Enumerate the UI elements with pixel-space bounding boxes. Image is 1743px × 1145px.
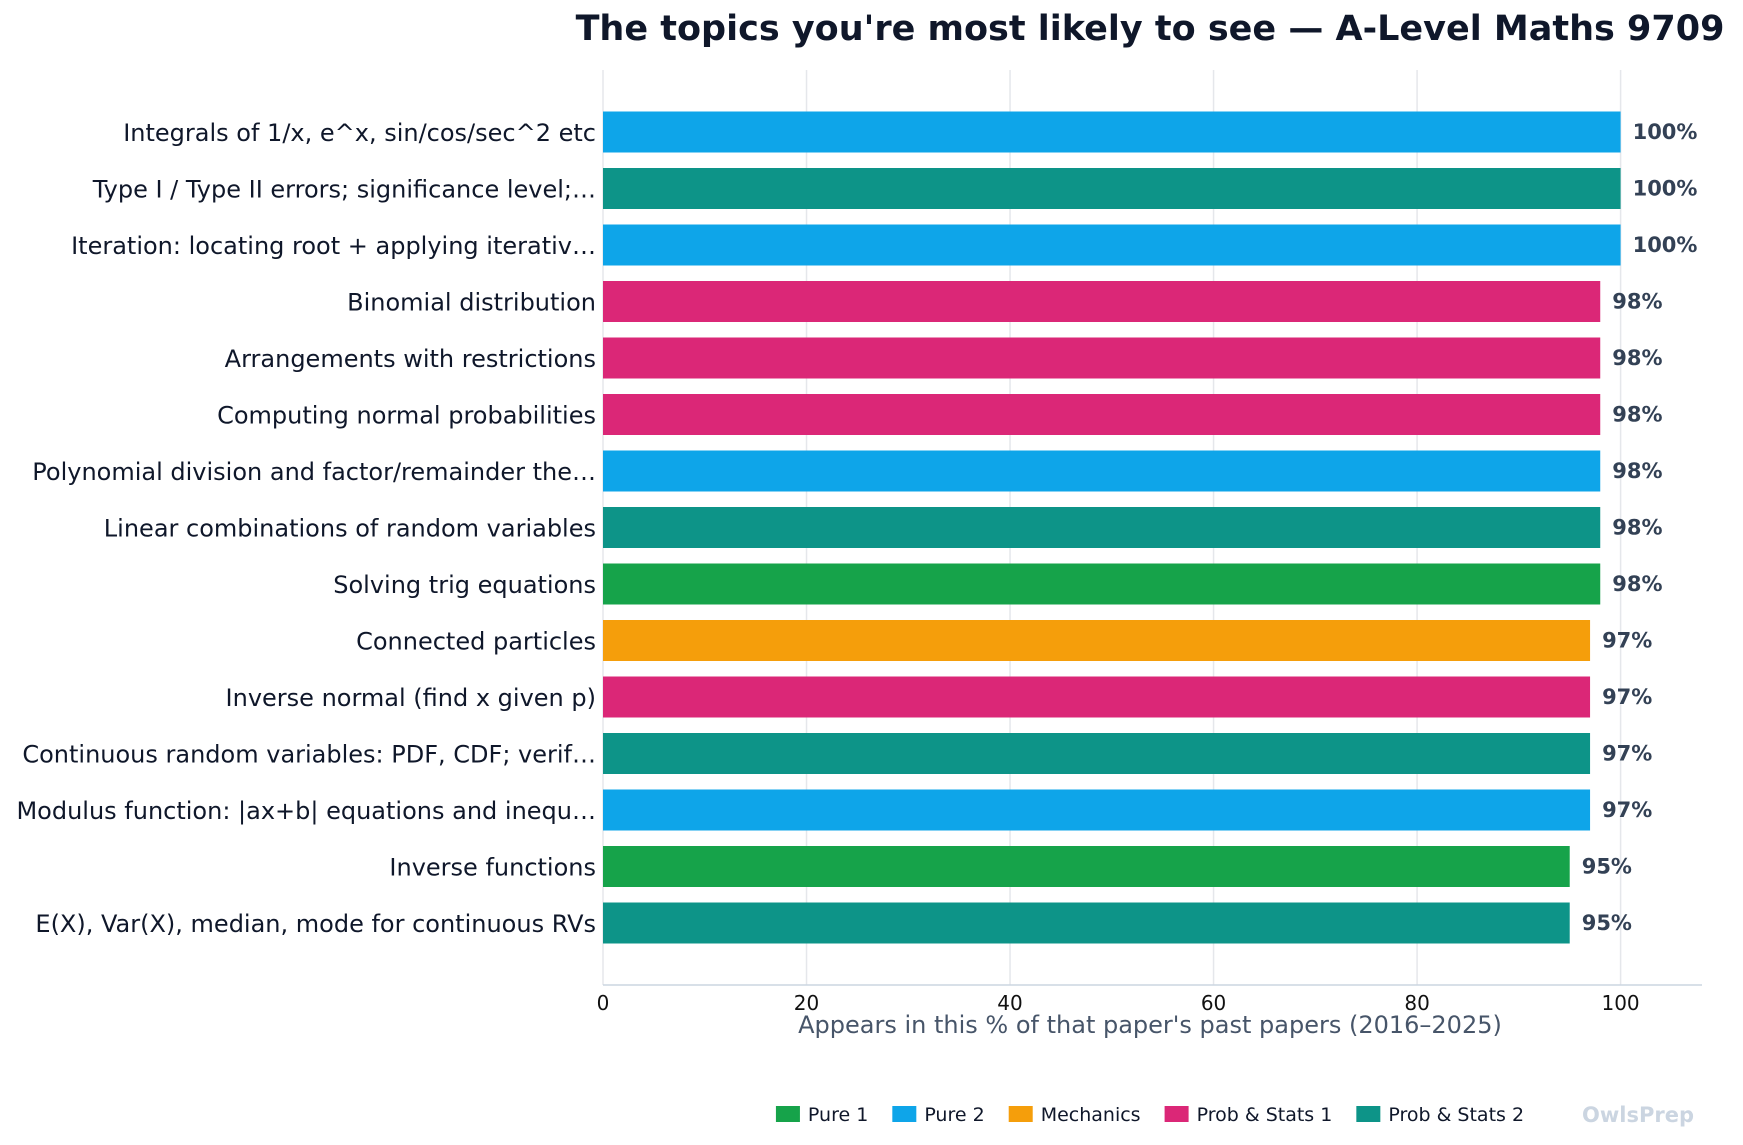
- bar: [603, 507, 1601, 548]
- legend-label: Pure 1: [808, 1104, 868, 1126]
- category-label: Inverse normal (find x given p): [226, 684, 596, 712]
- value-label: 95%: [1582, 855, 1632, 879]
- legend: Pure 1 Pure 2 Mechanics Prob & Stats 1 Prob …: [775, 1104, 1524, 1126]
- bar: [603, 902, 1570, 944]
- bar: [603, 168, 1621, 209]
- category-label: Linear combinations of random variables: [104, 515, 596, 543]
- bar: [603, 111, 1621, 153]
- bar: [603, 733, 1591, 774]
- bar: [603, 676, 1591, 718]
- bar: [603, 563, 1601, 605]
- value-label: 100%: [1633, 233, 1698, 257]
- chart-title: The topics you're most likely to see — A…: [576, 9, 1725, 49]
- bar: [603, 337, 1601, 379]
- bar: [603, 450, 1601, 492]
- category-label: E(X), Var(X), median, mode for continuou…: [35, 910, 596, 938]
- value-label: 98%: [1612, 346, 1662, 370]
- category-label: Continuous random variables: PDF, CDF; v…: [22, 741, 596, 769]
- category-label: Binomial distribution: [347, 289, 596, 317]
- x-tick-label: 60: [1201, 991, 1226, 1015]
- category-label: Solving trig equations: [333, 571, 596, 599]
- bar: [603, 224, 1621, 266]
- legend-swatch: [892, 1106, 917, 1122]
- legend-swatch: [1008, 1106, 1033, 1122]
- legend-label: Mechanics: [1041, 1104, 1141, 1126]
- category-label: Modulus function: |ax+b| equations and i…: [16, 797, 596, 825]
- legend-swatch: [1164, 1106, 1189, 1122]
- legend-swatch: [1356, 1106, 1381, 1122]
- value-label: 98%: [1612, 572, 1662, 596]
- bars-layer: Integrals of 1/x, e^x, sin/cos/sec^2 etc…: [16, 111, 1698, 944]
- legend-swatch: [775, 1106, 800, 1122]
- legend-label: Prob & Stats 2: [1388, 1104, 1524, 1126]
- x-tick-label: 20: [794, 991, 819, 1015]
- value-label: 98%: [1612, 403, 1662, 427]
- bar: [603, 281, 1601, 322]
- bar: [603, 394, 1601, 435]
- value-label: 100%: [1633, 177, 1698, 201]
- value-label: 100%: [1633, 120, 1698, 144]
- category-label: Inverse functions: [389, 854, 596, 882]
- category-label: Computing normal probabilities: [217, 402, 596, 430]
- x-tick-label: 80: [1404, 991, 1429, 1015]
- x-axis: 0 20 40 60 80 100: [597, 984, 1702, 1015]
- legend-label: Pure 2: [924, 1104, 984, 1126]
- category-label: Iteration: locating root + applying iter…: [71, 232, 596, 260]
- bar: [603, 620, 1591, 661]
- x-tick-label: 100: [1601, 991, 1639, 1015]
- category-label: Arrangements with restrictions: [225, 345, 596, 373]
- watermark: OwlsPrep: [1582, 1103, 1694, 1127]
- x-tick-label: 40: [997, 991, 1022, 1015]
- value-label: 97%: [1602, 742, 1652, 766]
- category-label: Integrals of 1/x, e^x, sin/cos/sec^2 etc: [123, 119, 596, 147]
- value-label: 98%: [1612, 459, 1662, 483]
- category-label: Type I / Type II errors; significance le…: [92, 176, 596, 204]
- bar: [603, 846, 1570, 887]
- value-label: 97%: [1602, 629, 1652, 653]
- bar: [603, 789, 1591, 831]
- value-label: 97%: [1602, 685, 1652, 709]
- legend-label: Prob & Stats 1: [1197, 1104, 1333, 1126]
- value-label: 97%: [1602, 798, 1652, 822]
- value-label: 98%: [1612, 290, 1662, 314]
- category-label: Connected particles: [356, 628, 596, 656]
- x-axis-title: Appears in this % of that paper's past p…: [798, 1011, 1502, 1039]
- x-tick-label: 0: [597, 991, 610, 1015]
- value-label: 98%: [1612, 516, 1662, 540]
- category-label: Polynomial division and factor/remainder…: [32, 458, 596, 486]
- value-label: 95%: [1582, 911, 1632, 935]
